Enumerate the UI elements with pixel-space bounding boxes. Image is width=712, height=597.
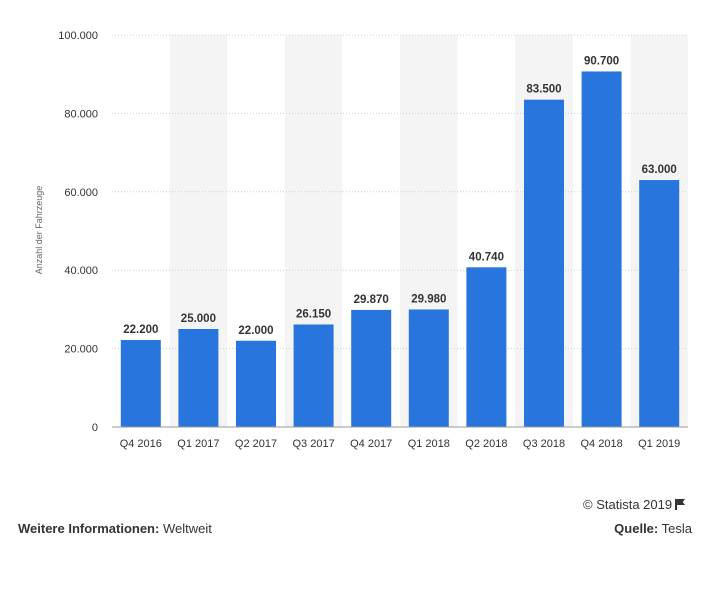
flag-icon[interactable] bbox=[675, 499, 685, 510]
x-tick-label: Q3 2018 bbox=[523, 438, 565, 450]
copyright-text: © Statista 2019 bbox=[583, 497, 673, 512]
bar-q4-2018[interactable] bbox=[581, 71, 622, 428]
y-axis-label: Anzahl der Fahrzeuge bbox=[34, 186, 44, 275]
data-labels: 22.200 25.000 22.000 26.150 29.870 29.980 40.7… bbox=[123, 55, 677, 336]
data-label: 22.000 bbox=[238, 325, 273, 337]
source-label: Quelle: bbox=[614, 521, 659, 536]
y-tick-label: 80.000 bbox=[64, 108, 98, 120]
data-label: 90.700 bbox=[584, 55, 619, 67]
data-label: 83.500 bbox=[526, 84, 561, 96]
bar-q2-2017[interactable] bbox=[236, 340, 276, 427]
more-info: Weitere Informationen: Weltweit bbox=[18, 521, 212, 536]
data-label: 29.870 bbox=[354, 294, 389, 306]
x-tick-label: Q4 2016 bbox=[120, 438, 162, 450]
x-axis-ticks: Q4 2016 Q1 2017 Q2 2017 Q3 2017 Q4 2017 Q1 20… bbox=[120, 438, 681, 450]
x-tick-label: Q4 2017 bbox=[350, 438, 392, 450]
bar-q1-2017[interactable] bbox=[178, 329, 219, 427]
more-info-label: Weitere Informationen: bbox=[18, 521, 160, 536]
y-axis-ticks: 0 20.000 40.000 60.000 80.000 100.000 bbox=[58, 30, 98, 434]
bar-q2-2018[interactable] bbox=[466, 267, 507, 427]
bar-q4-2017[interactable] bbox=[351, 309, 392, 427]
bar-q3-2018[interactable] bbox=[524, 99, 564, 428]
bar-q4-2016[interactable] bbox=[120, 339, 161, 427]
x-tick-label: Q1 2017 bbox=[177, 438, 219, 450]
bars bbox=[120, 71, 680, 428]
y-tick-label: 0 bbox=[92, 422, 98, 434]
y-tick-label: 20.000 bbox=[64, 344, 98, 356]
x-tick-label: Q1 2019 bbox=[638, 438, 680, 450]
data-label: 40.740 bbox=[469, 251, 504, 263]
data-label: 25.000 bbox=[181, 313, 216, 325]
x-tick-label: Q2 2018 bbox=[465, 438, 507, 450]
y-tick-label: 60.000 bbox=[64, 187, 98, 199]
bar-q3-2017[interactable] bbox=[293, 324, 334, 427]
y-tick-label: 40.000 bbox=[64, 265, 98, 277]
source: Quelle: Tesla bbox=[614, 521, 692, 536]
bar-q1-2018[interactable] bbox=[408, 309, 449, 427]
data-label: 22.200 bbox=[123, 324, 158, 336]
x-tick-label: Q1 2018 bbox=[408, 438, 450, 450]
data-label: 29.980 bbox=[411, 293, 446, 305]
source-value: Tesla bbox=[661, 521, 692, 536]
x-tick-label: Q2 2017 bbox=[235, 438, 277, 450]
data-label: 26.150 bbox=[296, 308, 331, 320]
bar-q1-2019[interactable] bbox=[639, 180, 680, 427]
y-tick-label: 100.000 bbox=[58, 30, 98, 42]
x-tick-label: Q4 2018 bbox=[580, 438, 622, 450]
more-info-value: Weltweit bbox=[162, 521, 212, 536]
copyright[interactable]: © Statista 2019 bbox=[583, 497, 685, 512]
x-tick-label: Q3 2017 bbox=[292, 438, 334, 450]
data-label: 63.000 bbox=[642, 164, 677, 176]
